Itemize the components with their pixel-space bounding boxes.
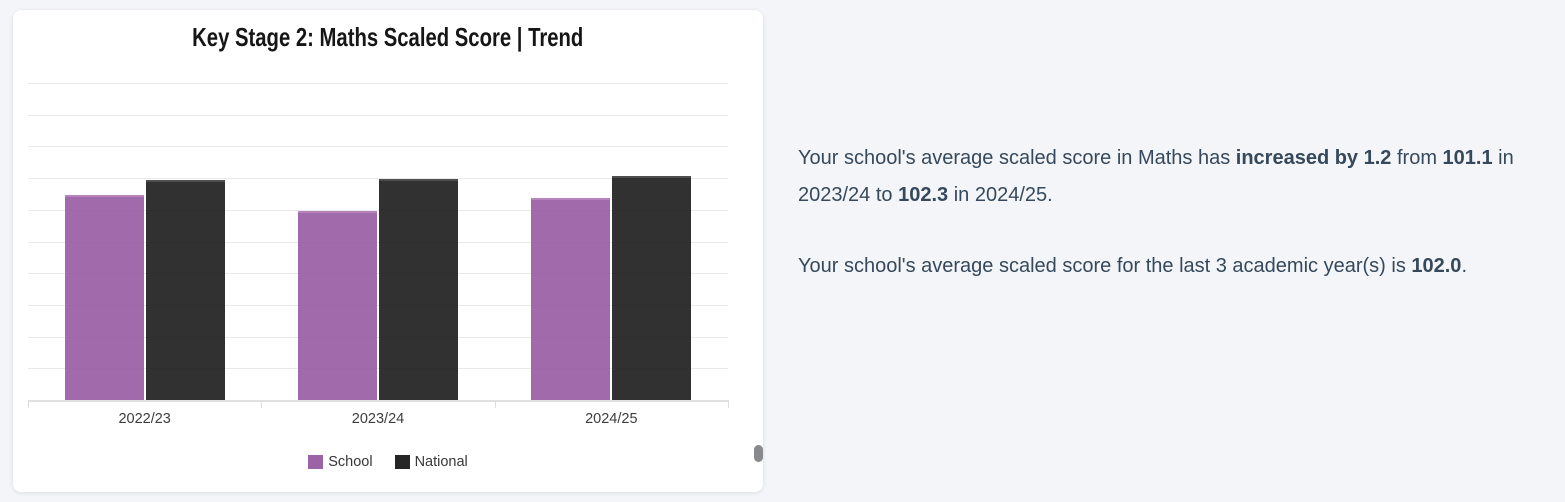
bar-school[interactable] xyxy=(64,194,144,400)
summary-text: from xyxy=(1391,147,1443,169)
scrollbar-thumb[interactable] xyxy=(754,445,763,462)
x-axis-tick xyxy=(261,400,263,408)
summary-paragraph: Your school's average scaled score in Ma… xyxy=(798,140,1554,214)
bar-national[interactable] xyxy=(145,180,225,400)
summary-text: Your school's average scaled score for t… xyxy=(798,255,1412,277)
summary-highlight: increased by 1.2 xyxy=(1235,147,1392,169)
x-tick-label: 2023/24 xyxy=(351,411,405,427)
legend-swatch-icon xyxy=(308,455,324,469)
x-axis-tick xyxy=(28,400,29,408)
gridline xyxy=(28,178,728,180)
x-tick-label: 2022/23 xyxy=(118,411,171,427)
summary-panel: Your school's average scaled score in Ma… xyxy=(798,140,1554,319)
chart-title-text: Key Stage 2: Maths Scaled Score | Trend xyxy=(192,22,584,52)
summary-highlight: 102.3 xyxy=(898,184,949,206)
chart-title: Key Stage 2: Maths Scaled Score | Trend xyxy=(13,24,763,51)
summary-text: . xyxy=(1461,255,1467,277)
gridline xyxy=(28,336,728,338)
x-tick-label: 2024/25 xyxy=(585,411,638,427)
bar-school[interactable] xyxy=(531,198,611,400)
chart-card: Key Stage 2: Maths Scaled Score | Trend … xyxy=(13,10,763,492)
x-axis-line xyxy=(28,400,728,402)
x-axis-tick xyxy=(728,400,729,408)
summary-paragraph: Your school's average scaled score for t… xyxy=(798,248,1554,285)
bar-national[interactable] xyxy=(379,179,458,400)
bar-school[interactable] xyxy=(298,210,377,400)
legend-label: School xyxy=(328,454,373,470)
gridline xyxy=(28,241,728,243)
summary-highlight: 102.0 xyxy=(1411,255,1462,277)
x-axis-tick xyxy=(494,400,496,408)
summary-text: in 2023/24 to xyxy=(798,147,1514,206)
gridline xyxy=(28,146,728,148)
legend-swatch-icon xyxy=(394,455,410,469)
legend-item-school[interactable]: School xyxy=(308,454,373,470)
summary-highlight: 101.1 xyxy=(1442,147,1493,169)
summary-text: in 2024/25. xyxy=(948,184,1053,206)
summary-text: Your school's average scaled score in Ma… xyxy=(798,147,1236,169)
gridline xyxy=(28,83,728,84)
plot-area: 2022/23 2023/24 2024/25 xyxy=(28,83,729,427)
gridline xyxy=(28,273,728,275)
legend-label: National xyxy=(414,454,468,470)
bar-national[interactable] xyxy=(612,176,692,400)
gridline xyxy=(28,304,728,306)
gridline xyxy=(28,368,728,370)
chart-legend: School National xyxy=(13,454,763,470)
legend-item-national[interactable]: National xyxy=(394,454,468,470)
gridline xyxy=(28,114,728,116)
gridline xyxy=(28,209,728,211)
